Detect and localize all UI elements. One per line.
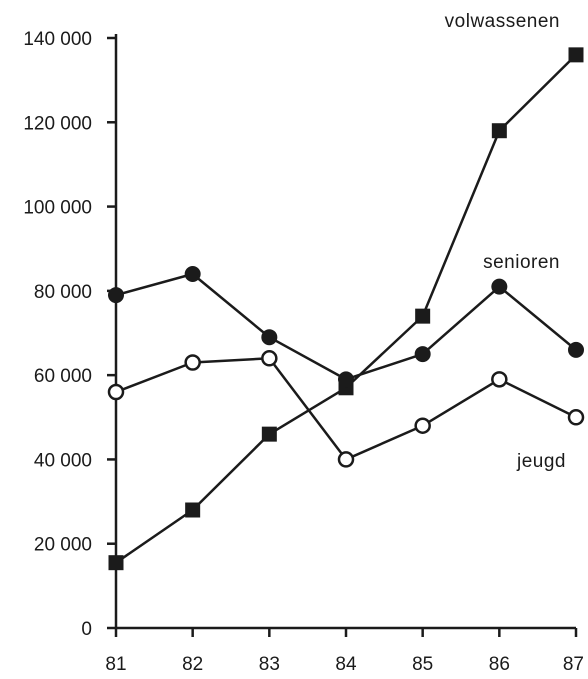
data-point-volwassenen bbox=[261, 426, 277, 442]
series-labels: volwassenen senioren jeugd bbox=[445, 11, 566, 472]
y-tick-label: 120 000 bbox=[23, 113, 92, 134]
y-tick-label: 80 000 bbox=[34, 282, 92, 303]
data-point-jeugd bbox=[337, 451, 355, 468]
data-point-senioren bbox=[568, 341, 584, 358]
y-tick-label: 100 000 bbox=[23, 198, 92, 219]
series-label-jeugd: jeugd bbox=[516, 451, 566, 472]
x-tick-label: 84 bbox=[335, 654, 357, 675]
data-point-jeugd bbox=[491, 371, 508, 388]
data-point-jeugd bbox=[107, 383, 125, 401]
data-point-jeugd bbox=[261, 350, 278, 367]
y-tick-label: 60 000 bbox=[34, 366, 92, 387]
series-line-volwassenen bbox=[115, 53, 577, 564]
x-tick-label: 87 bbox=[563, 654, 584, 675]
data-point-senioren bbox=[491, 278, 508, 295]
data-point-jeugd bbox=[414, 417, 431, 434]
y-tick-label: 140 000 bbox=[23, 29, 92, 50]
data-point-senioren bbox=[414, 346, 431, 363]
x-tick-label: 81 bbox=[105, 654, 126, 675]
data-point-volwassenen bbox=[415, 308, 431, 324]
data-point-jeugd bbox=[567, 409, 585, 426]
data-point-senioren bbox=[261, 329, 278, 346]
data-point-senioren bbox=[338, 371, 354, 388]
data-point-volwassenen bbox=[185, 502, 201, 518]
data-point-volwassenen bbox=[108, 555, 124, 571]
y-tick-label: 20 000 bbox=[34, 535, 92, 556]
data-point-senioren bbox=[184, 266, 201, 282]
chart-axes: 0 20 000 40 000 60 000 80 000 100 000 120 000 1… bbox=[23, 29, 584, 675]
x-tick-label: 82 bbox=[182, 654, 203, 675]
data-point-senioren bbox=[108, 287, 124, 304]
data-point-volwassenen bbox=[568, 47, 584, 63]
x-tick-label: 83 bbox=[259, 654, 280, 675]
data-point-volwassenen bbox=[491, 123, 507, 139]
y-tick-label: 40 000 bbox=[34, 450, 92, 471]
x-tick-label: 86 bbox=[489, 654, 510, 675]
series-label-volwassenen: volwassenen bbox=[445, 11, 560, 32]
y-tick-label: 0 bbox=[81, 619, 92, 640]
x-tick-label: 85 bbox=[412, 654, 433, 675]
series-markers bbox=[107, 47, 585, 571]
series-label-senioren: senioren bbox=[483, 252, 560, 273]
series-lines bbox=[115, 53, 577, 564]
data-point-jeugd bbox=[184, 354, 201, 371]
